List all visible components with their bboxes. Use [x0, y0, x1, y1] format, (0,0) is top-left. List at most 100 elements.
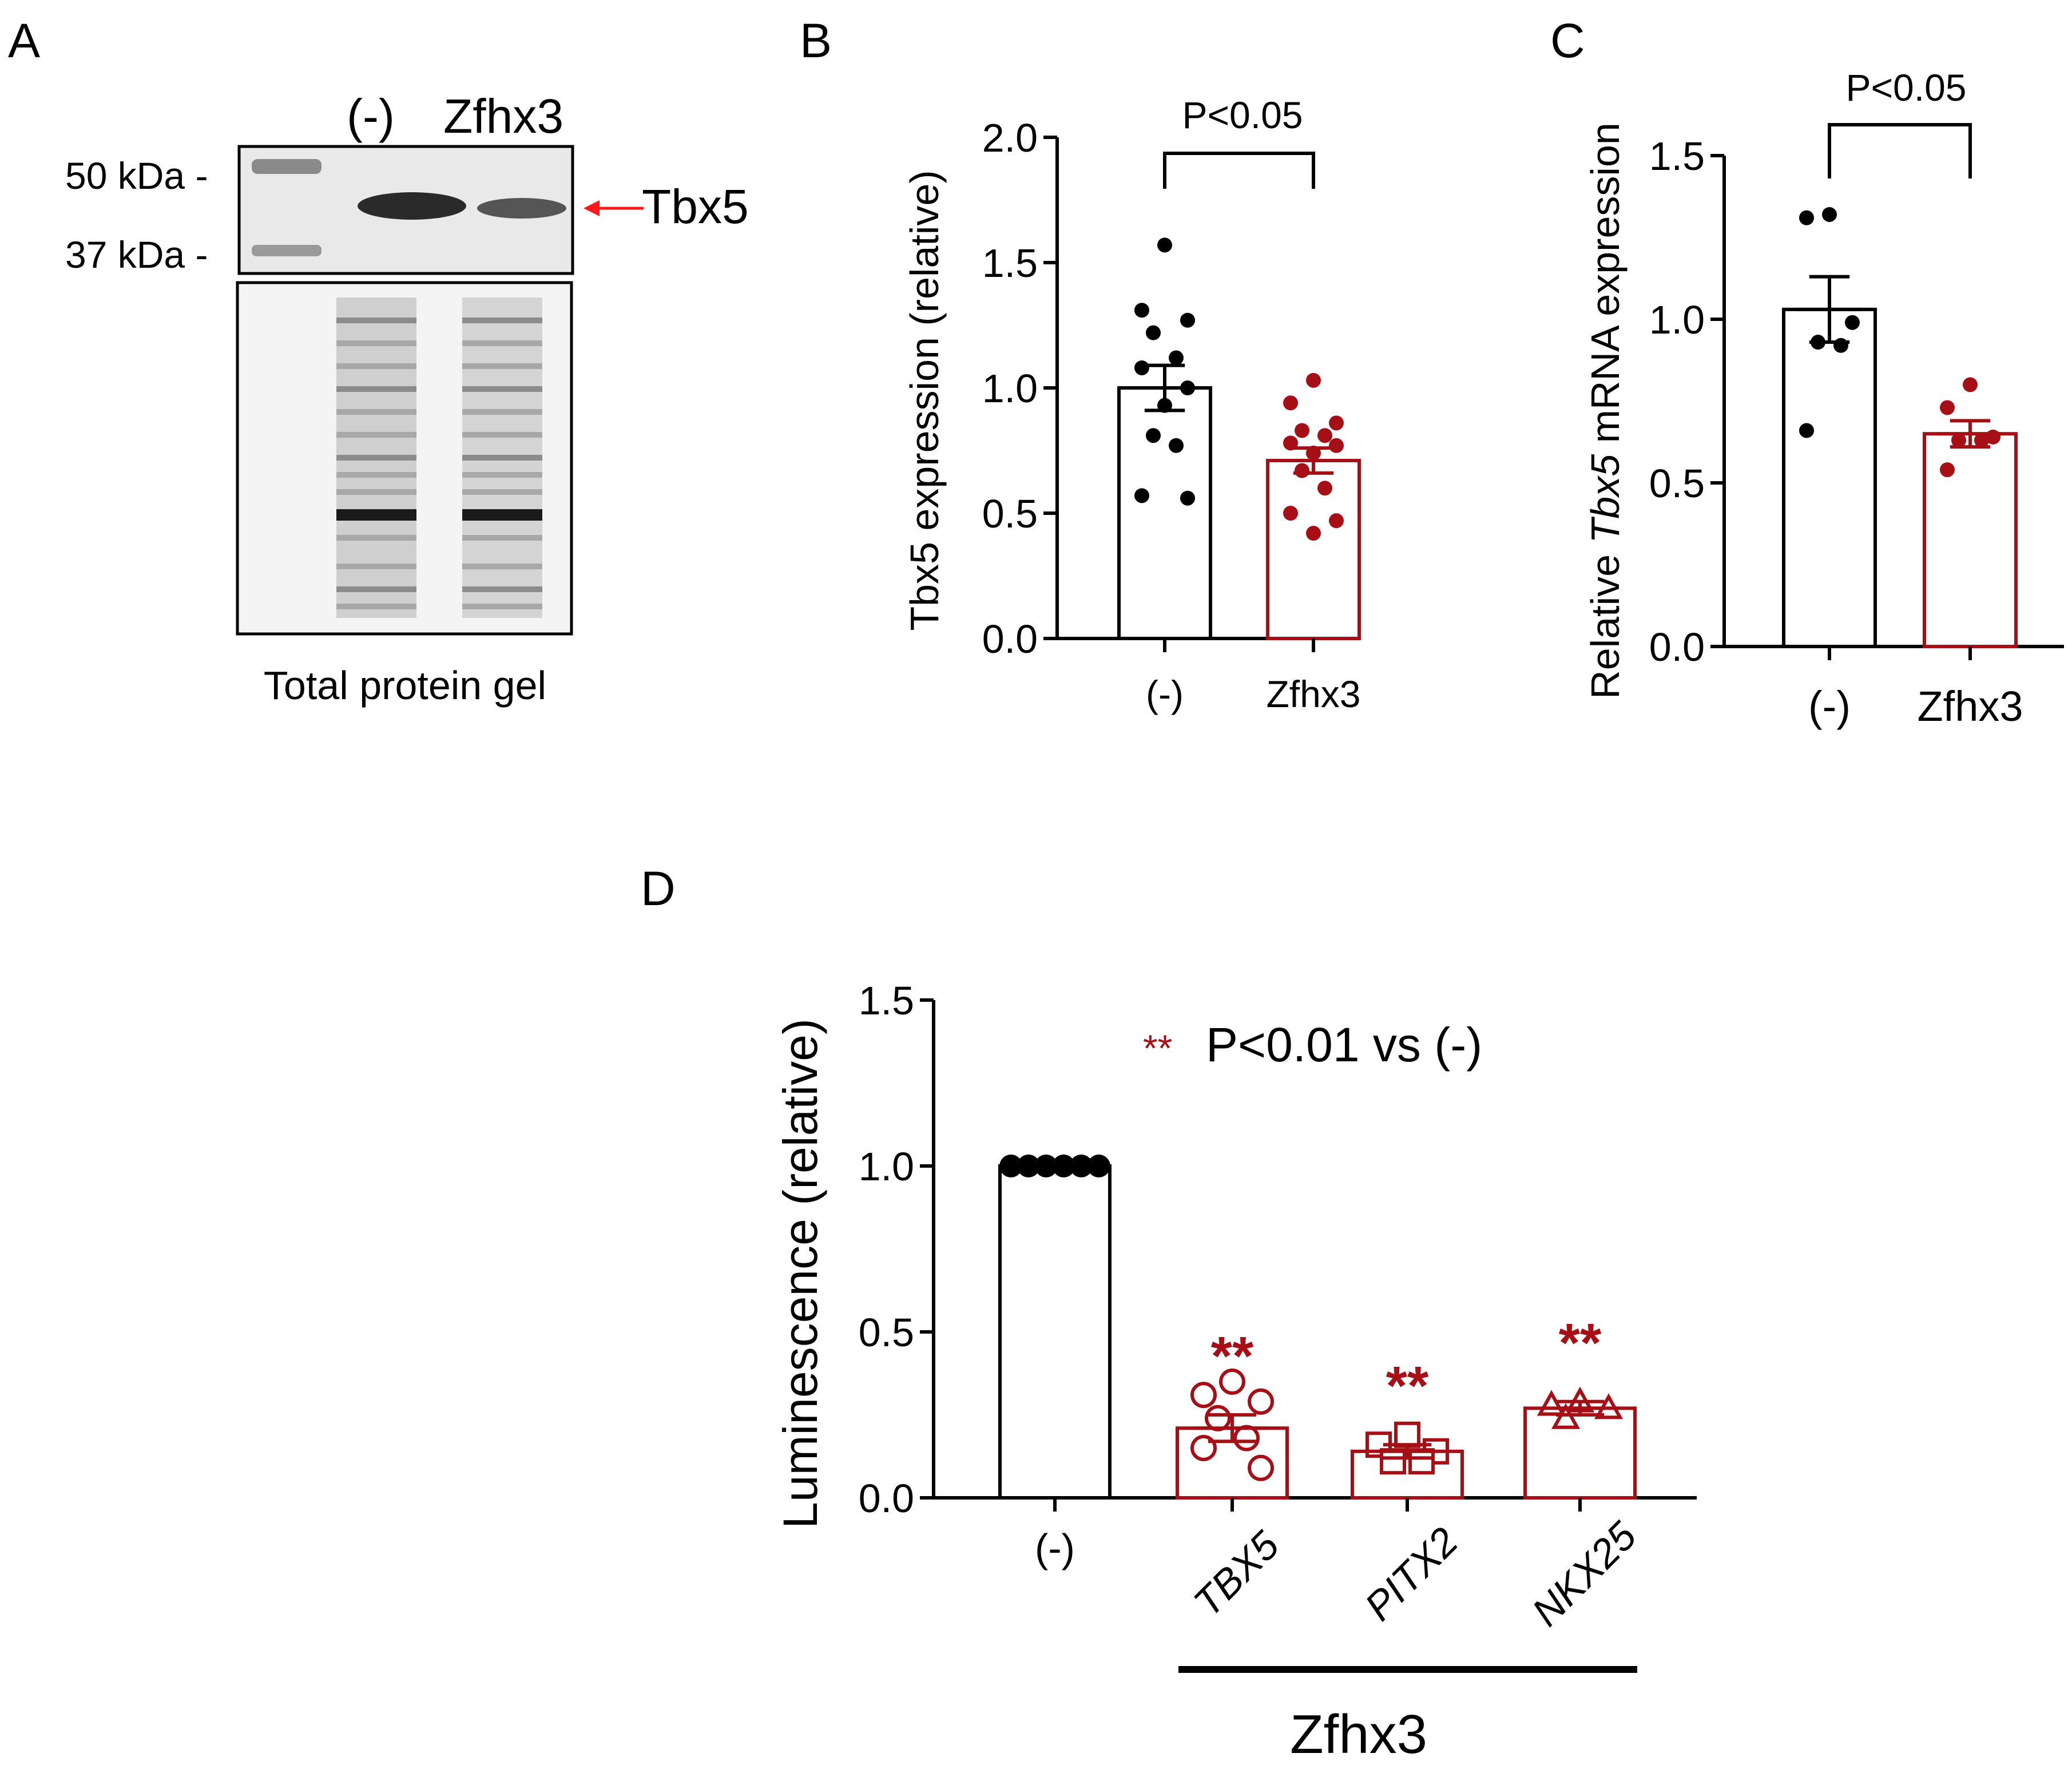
western-blot	[237, 145, 574, 275]
gel-band	[336, 432, 416, 438]
panel-a-label: A	[8, 14, 40, 68]
gel-band	[336, 535, 416, 541]
data-point	[1306, 372, 1321, 388]
marker-37kda: 37 kDa -	[65, 233, 208, 276]
bar	[1923, 432, 2018, 648]
gel-band	[336, 509, 416, 521]
significance-bracket	[1828, 123, 1972, 179]
panel-c-label: C	[1550, 14, 1585, 68]
gel-band	[336, 318, 416, 323]
gel-band	[462, 455, 542, 461]
panel-b: B Tbx5 expression (relative) 0.0 0.5 1.0 1.…	[800, 14, 1361, 715]
data-point	[1408, 1448, 1435, 1475]
gel-caption: Total protein gel	[264, 663, 546, 708]
y-tick-label: 0.0	[859, 1476, 914, 1521]
x-tick-label: PITX2	[1356, 1519, 1467, 1629]
x-tick-label: (-)	[1808, 683, 1851, 730]
legend-text: P<0.01 vs (-)	[1206, 1018, 1482, 1072]
gel-band	[462, 472, 542, 478]
gel-band	[462, 340, 542, 346]
data-point	[1180, 312, 1195, 328]
data-point	[1295, 423, 1309, 438]
data-point	[1329, 415, 1344, 431]
gel-band	[336, 386, 416, 392]
data-point	[1317, 428, 1332, 443]
data-point	[1283, 506, 1298, 521]
panel-c-pvalue: P<0.05	[1845, 66, 1966, 109]
data-point	[1070, 1155, 1093, 1177]
data-point	[1248, 1388, 1274, 1415]
gel-band	[336, 489, 416, 495]
y-tick-label: 2.0	[982, 116, 1038, 160]
data-point	[1551, 1403, 1581, 1429]
data-point	[1951, 433, 1966, 448]
data-point	[1146, 325, 1161, 340]
data-point	[1845, 315, 1860, 330]
significance-stars: **	[1386, 1355, 1429, 1417]
data-point	[1329, 438, 1344, 453]
marker-50kda: 50 kDa -	[65, 154, 208, 197]
data-point	[1134, 360, 1149, 375]
gel-band	[462, 535, 542, 541]
data-point	[1306, 526, 1321, 541]
panel-b-pvalue: P<0.05	[1182, 94, 1303, 136]
y-tick-label: 1.0	[982, 366, 1038, 411]
gel-band	[462, 318, 542, 323]
data-point	[1295, 463, 1309, 478]
data-point	[1180, 490, 1195, 506]
data-point	[1329, 513, 1344, 529]
gel-band	[336, 604, 416, 609]
data-point	[1380, 1448, 1406, 1475]
gel-band	[462, 409, 542, 415]
data-point	[1134, 488, 1149, 503]
x-tick-label: Zfhx3	[1917, 683, 2023, 730]
data-point	[1394, 1421, 1420, 1448]
data-point	[999, 1155, 1023, 1177]
panel-d: D Luminescence (relative) 0.0 0.5 1.0 1.5 (-…	[641, 862, 1697, 1765]
data-point	[1169, 350, 1184, 366]
gel-band	[462, 509, 542, 521]
gel-band	[336, 564, 416, 569]
data-point	[1190, 1382, 1217, 1409]
y-tick-label: 0.0	[1649, 625, 1705, 669]
y-tick-label: 1.5	[1649, 134, 1705, 179]
y-tick-label: 1.5	[982, 241, 1038, 285]
panel-c: C Relative Tbx5 mRNA expression 0.0 0.5 1.…	[1550, 14, 2064, 730]
panel-b-label: B	[800, 14, 832, 68]
total-protein-gel	[236, 281, 573, 636]
bar	[998, 1164, 1112, 1500]
data-point	[1317, 481, 1332, 496]
gel-band	[336, 455, 416, 461]
gel-band	[462, 432, 542, 438]
bar	[1117, 386, 1212, 640]
data-point	[1974, 433, 1989, 448]
data-point	[1833, 338, 1848, 353]
x-tick-label: Zfhx3	[1266, 673, 1360, 715]
significance-stars: **	[1211, 1326, 1254, 1387]
data-point	[1963, 377, 1978, 392]
panel-c-ylabel: Relative Tbx5 mRNA expression	[1583, 122, 1628, 699]
zfhx3-group-label: Zfhx3	[1290, 1704, 1427, 1765]
data-point	[1940, 400, 1955, 415]
data-point	[1799, 423, 1814, 438]
y-tick-label: 0.0	[982, 617, 1038, 661]
data-point	[1940, 462, 1955, 478]
gel-band	[462, 564, 542, 569]
y-tick-label: 0.5	[859, 1310, 914, 1355]
y-tick-label: 1.0	[859, 1144, 914, 1189]
panel-a: A (-) Zfhx3 50 kDa - 37 kDa - Tbx5 Total…	[8, 14, 749, 708]
data-point	[1169, 438, 1184, 453]
data-point	[1219, 1369, 1245, 1395]
panel-b-ylabel: Tbx5 expression (relative)	[902, 170, 947, 630]
data-point	[1034, 1155, 1058, 1177]
data-point	[1799, 210, 1814, 225]
gel-band	[336, 363, 416, 369]
data-point	[1134, 303, 1149, 318]
tbx5-arrowhead	[584, 200, 600, 216]
significance-stars: **	[1559, 1312, 1602, 1374]
tbx5-band-label: Tbx5	[642, 180, 749, 233]
significance-bracket	[1163, 152, 1315, 189]
x-tick-label: TBX5	[1185, 1522, 1288, 1625]
bar	[1523, 1406, 1637, 1500]
